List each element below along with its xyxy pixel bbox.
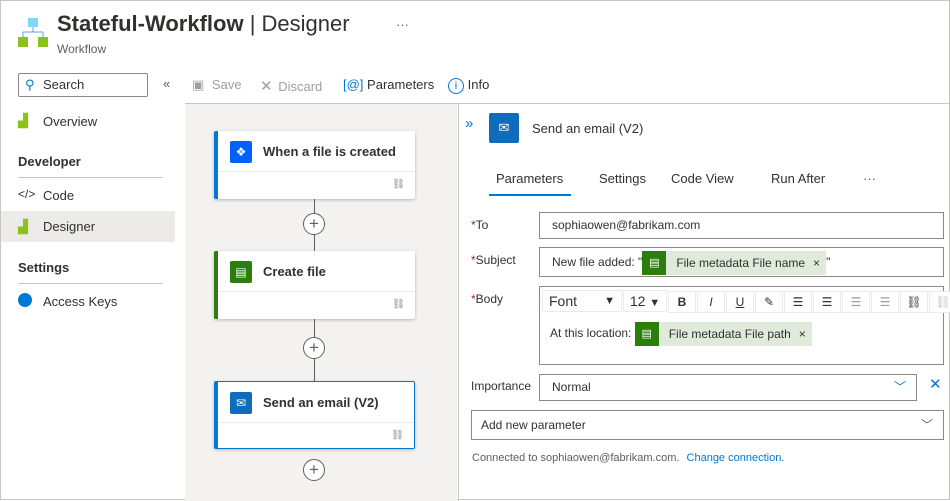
step-card-trigger[interactable]: ❖ When a file is created ⛓: [214, 131, 415, 199]
outlook-icon: ✉: [230, 392, 252, 414]
remove-token-icon[interactable]: ×: [813, 255, 821, 270]
sidebar-item-designer[interactable]: Designer: [1, 211, 175, 242]
parameters-button[interactable]: [@] Parameters: [343, 77, 435, 92]
panel-title: Send an email (V2): [532, 121, 644, 136]
save-label: Save: [211, 77, 242, 92]
connection-info: Connected to sophiaowen@fabrikam.com. Ch…: [472, 452, 785, 464]
divider: [18, 177, 163, 178]
outlook-icon: ✉: [489, 113, 519, 143]
link-icon: ⛓: [391, 430, 404, 441]
outdent-icon[interactable]: ☰: [871, 291, 899, 313]
chevron-down-icon: ﹀: [893, 380, 906, 394]
workflow-logo-icon: [18, 18, 48, 48]
tab-parameters[interactable]: Parameters: [496, 171, 564, 186]
importance-label: Importance: [471, 379, 532, 393]
subject-label: *Subject: [471, 253, 516, 267]
sidebar-item-code[interactable]: Code: [43, 188, 75, 203]
file-system-icon: ▤: [634, 322, 659, 346]
parameters-icon: [@]: [343, 77, 364, 92]
body-editor[interactable]: Font ▼ 12 ▼ B I U ✎ ☰ ☰ ☰ ☰ ⛓ ⛓ At this location: ▤ F…: [539, 286, 950, 365]
italic-icon[interactable]: I: [697, 291, 725, 313]
save-icon: ▣: [192, 77, 205, 92]
chevron-down-icon: ﹀: [920, 418, 933, 432]
tab-run-after[interactable]: Run After: [771, 171, 826, 186]
add-parameter-select[interactable]: Add new parameter ﹀: [471, 410, 944, 440]
remove-token-icon[interactable]: ×: [798, 327, 806, 341]
tab-settings[interactable]: Settings: [599, 171, 646, 186]
dynamic-token[interactable]: ▤ File metadata File path ×: [634, 322, 812, 346]
to-input[interactable]: sophiaowen@fabrikam.com: [539, 212, 944, 239]
page-subtitle: Workflow: [57, 42, 107, 56]
details-panel: [458, 104, 950, 501]
more-button[interactable]: ···: [396, 17, 409, 32]
importance-select[interactable]: Normal ﹀: [539, 374, 917, 401]
pen-icon[interactable]: ✎: [755, 291, 783, 313]
add-step-button[interactable]: +: [303, 213, 325, 235]
search-icon: ⚲: [25, 77, 35, 92]
expand-panel-button[interactable]: »: [465, 115, 474, 132]
font-size-select[interactable]: 12 ▼: [623, 290, 667, 312]
dynamic-token[interactable]: ▤ File metadata File name ×: [642, 250, 827, 275]
section-developer: Developer: [18, 154, 81, 169]
info-icon: i: [448, 78, 464, 94]
change-connection-link[interactable]: Change connection.: [686, 452, 785, 464]
active-tab-indicator: [489, 194, 571, 196]
numbered-list-icon[interactable]: ☰: [813, 291, 841, 313]
clear-importance-button[interactable]: ✕: [929, 376, 942, 393]
body-label: *Body: [471, 292, 504, 306]
toolbar-divider: [185, 103, 950, 104]
section-settings: Settings: [18, 260, 70, 275]
rich-text-toolbar: Font ▼ 12 ▼ B I U ✎ ☰ ☰ ☰ ☰ ⛓ ⛓: [542, 290, 950, 313]
unlink-icon[interactable]: ⛓: [929, 291, 950, 313]
page-title: Stateful-Workflow | Designer: [57, 11, 350, 36]
close-icon: ✕: [260, 78, 273, 95]
indent-icon[interactable]: ☰: [842, 291, 870, 313]
tabs-more-button[interactable]: ···: [863, 171, 876, 186]
divider: [18, 283, 163, 284]
font-select[interactable]: Font ▼: [542, 290, 622, 312]
collapse-sidebar-button[interactable]: «: [163, 76, 171, 91]
link-icon: ⛓: [392, 299, 405, 310]
tab-code-view[interactable]: Code View: [671, 171, 734, 186]
code-icon: </>: [18, 187, 36, 201]
step-card-send-email[interactable]: ✉ Send an email (V2) ⛓: [214, 381, 415, 449]
file-system-icon: ▤: [230, 261, 252, 283]
bold-icon[interactable]: B: [668, 291, 696, 313]
link-icon[interactable]: ⛓: [900, 291, 928, 313]
add-step-button[interactable]: +: [303, 337, 325, 359]
info-button[interactable]: i Info: [448, 77, 489, 94]
sidebar-item-overview[interactable]: Overview: [43, 114, 98, 129]
add-step-button[interactable]: +: [303, 459, 325, 481]
step-card-create-file[interactable]: ▤ Create file ⛓: [214, 251, 415, 319]
bullet-list-icon[interactable]: ☰: [784, 291, 812, 313]
dropbox-icon: ❖: [230, 141, 252, 163]
access-keys-icon: [18, 293, 32, 307]
file-system-icon: ▤: [642, 250, 667, 275]
discard-button[interactable]: ✕ Discard: [260, 78, 323, 95]
overview-icon: ▟: [18, 113, 28, 128]
sidebar-item-access-keys[interactable]: Access Keys: [43, 294, 118, 309]
to-label: *To: [471, 218, 489, 232]
designer-icon: ▟: [18, 219, 28, 234]
link-icon: ⛓: [392, 179, 405, 190]
underline-icon[interactable]: U: [726, 291, 754, 313]
search-input[interactable]: Search: [18, 73, 148, 97]
save-button[interactable]: ▣ Save: [192, 77, 242, 93]
subject-input[interactable]: New file added: " ▤ File metadata File nam…: [539, 247, 944, 277]
